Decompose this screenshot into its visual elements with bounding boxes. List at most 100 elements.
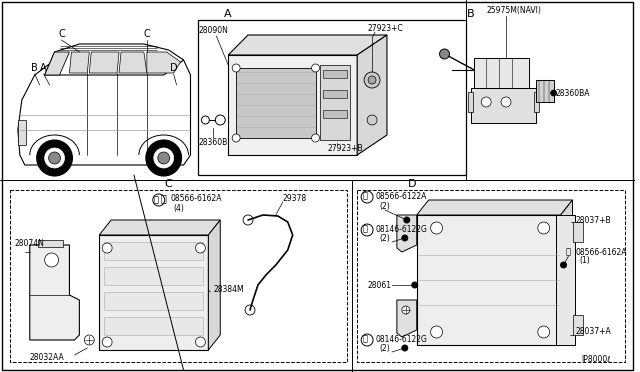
Circle shape [45,148,65,168]
Text: C: C [164,179,173,189]
Bar [323,90,348,98]
Bar [471,88,536,123]
Text: 08146-6122G: 08146-6122G [375,334,427,343]
Text: (4): (4) [173,203,184,212]
Polygon shape [45,52,70,75]
Polygon shape [70,52,90,73]
Circle shape [84,335,94,345]
Polygon shape [30,245,79,340]
Circle shape [154,148,173,168]
Circle shape [538,326,550,338]
Circle shape [45,253,58,267]
Circle shape [215,115,225,125]
Text: 28037+A: 28037+A [575,327,611,337]
Circle shape [195,337,205,347]
Text: 28061: 28061 [367,280,391,289]
Polygon shape [45,44,184,75]
Bar [321,65,350,140]
Circle shape [36,140,72,176]
Bar [536,80,554,102]
Text: Ⓢ: Ⓢ [363,334,367,343]
Text: 28032AA: 28032AA [30,353,65,362]
Circle shape [364,72,380,88]
Text: 28037+B: 28037+B [575,215,611,224]
Circle shape [146,140,182,176]
Bar [534,92,539,112]
Circle shape [202,116,209,124]
Circle shape [232,134,240,142]
Text: (1): (1) [579,257,590,266]
Text: 28074N: 28074N [15,238,45,247]
Text: 28384M: 28384M [213,285,244,295]
Circle shape [481,97,491,107]
Bar [474,58,529,88]
Text: C: C [58,29,65,39]
Circle shape [412,282,418,288]
Polygon shape [228,35,387,55]
Bar [38,240,63,247]
Circle shape [431,222,442,234]
Bar [10,190,348,362]
Text: 08146-6122G: 08146-6122G [375,224,427,234]
Bar [18,120,26,145]
Text: Ⓢ: Ⓢ [566,247,570,257]
Polygon shape [99,220,220,235]
Polygon shape [119,52,147,73]
Text: B: B [31,63,38,73]
Text: A: A [225,9,232,19]
Circle shape [367,115,377,125]
Circle shape [402,306,410,314]
Circle shape [232,64,240,72]
Text: (2): (2) [379,202,390,211]
Circle shape [312,64,319,72]
Text: Ⓢ: Ⓢ [363,224,367,234]
Bar [104,292,204,310]
Bar [573,222,584,242]
Text: Ⓢ: Ⓢ [154,196,159,205]
Bar [468,92,473,112]
Circle shape [440,49,449,59]
Circle shape [195,243,205,253]
Text: Ⓢ: Ⓢ [363,192,367,201]
Circle shape [402,345,408,351]
Circle shape [243,215,253,225]
Text: IP8000ℓ: IP8000ℓ [581,356,611,365]
Bar [573,315,584,335]
Bar [104,242,204,260]
Circle shape [49,152,61,164]
Polygon shape [397,215,417,252]
Bar [104,267,204,285]
Polygon shape [417,200,573,215]
Text: 27923+B: 27923+B [328,144,363,153]
Polygon shape [18,48,191,165]
Circle shape [361,191,373,203]
Text: 08566-6122A: 08566-6122A [375,192,426,201]
Polygon shape [147,52,180,73]
Circle shape [245,305,255,315]
Circle shape [102,337,112,347]
Circle shape [361,224,373,236]
Circle shape [402,235,408,241]
Circle shape [538,222,550,234]
Text: 29378: 29378 [283,193,307,202]
Circle shape [312,134,319,142]
Bar [198,20,467,175]
Text: 27923+C: 27923+C [367,23,403,32]
Text: 25975M(NAVI): 25975M(NAVI) [486,6,541,15]
Text: B: B [467,9,474,19]
Text: 28360B: 28360B [198,138,228,147]
Polygon shape [397,300,417,337]
Text: D: D [408,179,416,189]
Bar [556,215,575,345]
Text: Ⓢ: Ⓢ [161,193,166,203]
Circle shape [404,217,410,223]
Bar [417,215,561,345]
Polygon shape [561,200,573,345]
Circle shape [157,152,170,164]
Polygon shape [209,220,220,350]
Text: D: D [170,63,177,73]
Bar [323,110,348,118]
Text: (2): (2) [379,344,390,353]
Circle shape [102,243,112,253]
Text: C: C [143,29,150,39]
